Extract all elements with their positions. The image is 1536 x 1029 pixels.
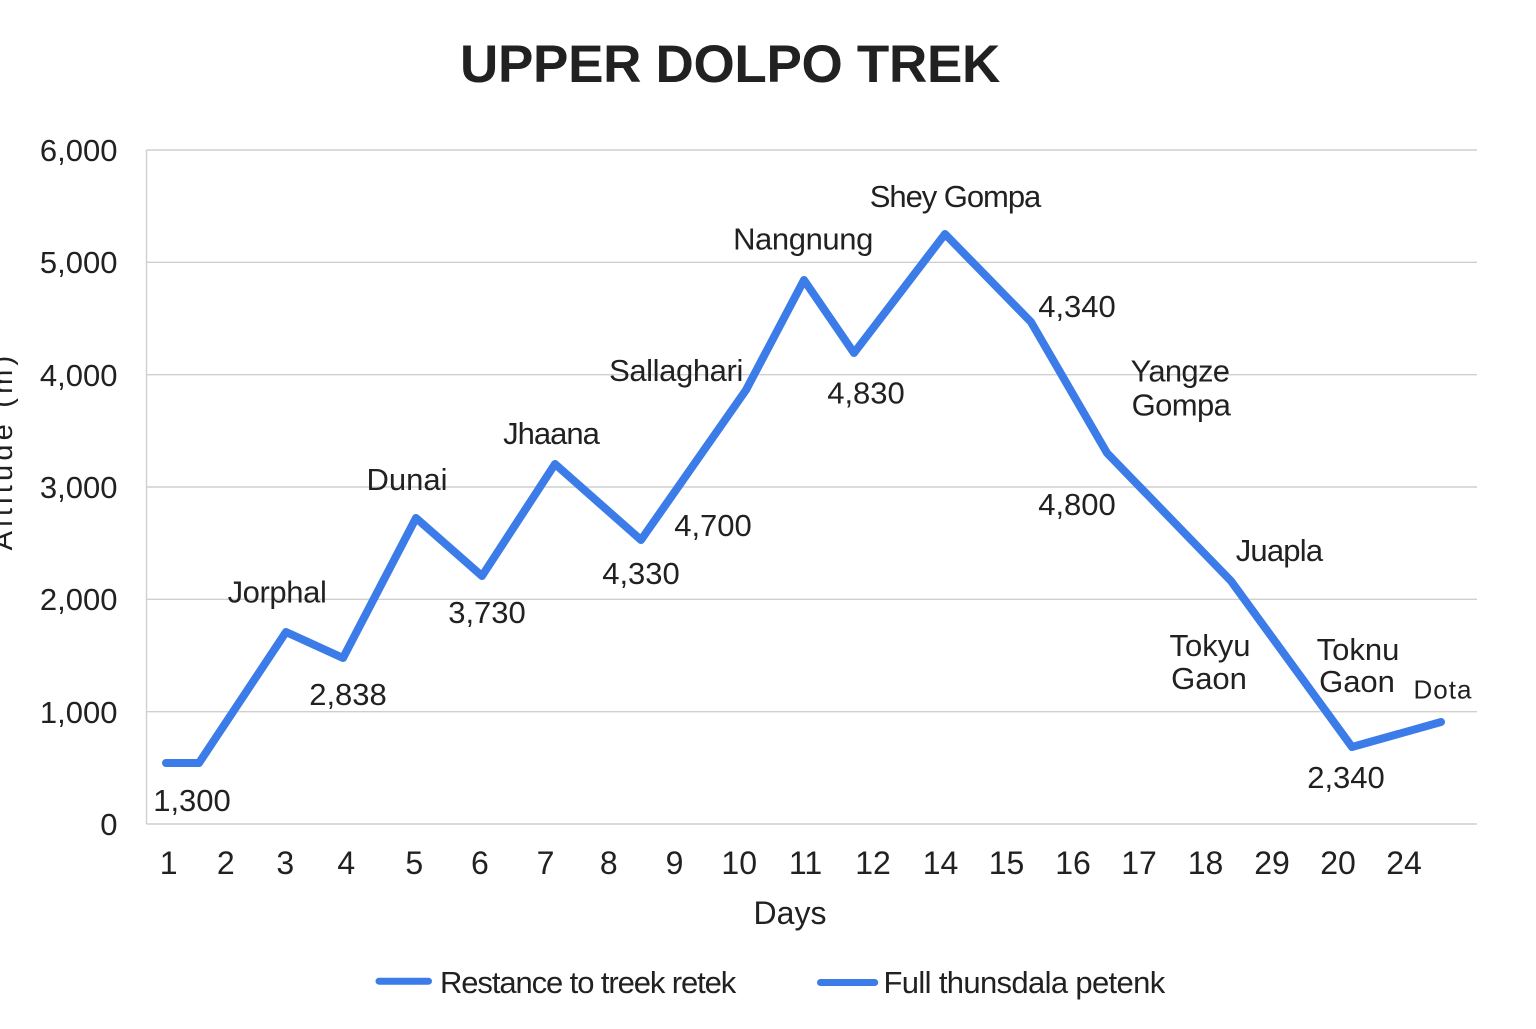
svg-text:6,000: 6,000 [40, 133, 118, 168]
svg-text:2,838: 2,838 [309, 677, 387, 712]
svg-text:2,000: 2,000 [40, 582, 118, 617]
svg-text:29: 29 [1254, 845, 1290, 881]
svg-text:Jhaana: Jhaana [503, 416, 600, 451]
svg-text:Dunai: Dunai [367, 462, 448, 497]
svg-text:Yangze: Yangze [1131, 354, 1230, 389]
svg-text:2,340: 2,340 [1307, 760, 1385, 795]
svg-text:15: 15 [989, 845, 1025, 881]
svg-text:Shey Gompa: Shey Gompa [870, 179, 1042, 214]
svg-text:7: 7 [537, 845, 555, 881]
svg-text:8: 8 [600, 845, 618, 881]
svg-text:4,330: 4,330 [602, 556, 680, 591]
svg-text:Gompa: Gompa [1132, 388, 1232, 423]
svg-text:Gaon: Gaon [1319, 664, 1395, 699]
svg-text:4,000: 4,000 [40, 358, 118, 393]
svg-text:Tokyu: Tokyu [1170, 628, 1251, 663]
svg-text:Days: Days [754, 895, 827, 931]
svg-text:5: 5 [405, 845, 423, 881]
svg-text:3,000: 3,000 [40, 470, 118, 505]
svg-text:4,340: 4,340 [1038, 289, 1116, 324]
svg-text:Altitude (m): Altitude (m) [0, 352, 19, 551]
svg-text:14: 14 [923, 845, 959, 881]
svg-text:Juapla: Juapla [1236, 533, 1324, 568]
svg-text:10: 10 [721, 845, 757, 881]
svg-text:20: 20 [1320, 845, 1356, 881]
svg-text:3: 3 [276, 845, 294, 881]
svg-text:Restance to treek retek: Restance to treek retek [440, 965, 737, 1000]
svg-text:16: 16 [1055, 845, 1091, 881]
svg-text:4,700: 4,700 [674, 508, 752, 543]
svg-text:9: 9 [666, 845, 684, 881]
svg-text:24: 24 [1386, 845, 1422, 881]
svg-text:Nangnung: Nangnung [733, 222, 873, 257]
svg-text:18: 18 [1188, 845, 1224, 881]
svg-text:6: 6 [471, 845, 489, 881]
svg-text:12: 12 [855, 845, 891, 881]
svg-text:Full thunsdala petenk: Full thunsdala petenk [884, 965, 1166, 1000]
svg-text:Gaon: Gaon [1171, 661, 1247, 696]
svg-text:4,830: 4,830 [827, 376, 905, 411]
svg-text:1,300: 1,300 [153, 783, 231, 818]
svg-text:17: 17 [1121, 845, 1157, 881]
svg-text:Dota: Dota [1414, 675, 1473, 705]
svg-text:5,000: 5,000 [40, 245, 118, 280]
svg-text:Sallaghari: Sallaghari [609, 353, 743, 388]
svg-text:2: 2 [217, 845, 235, 881]
svg-text:4,800: 4,800 [1038, 487, 1116, 522]
svg-text:Jorphal: Jorphal [228, 575, 327, 610]
svg-text:3,730: 3,730 [448, 595, 526, 630]
svg-text:UPPER DOLPO TREK: UPPER DOLPO TREK [460, 35, 1000, 94]
svg-text:1: 1 [160, 845, 178, 881]
svg-text:4: 4 [337, 845, 355, 881]
svg-text:0: 0 [100, 807, 117, 842]
svg-text:Toknu: Toknu [1317, 632, 1400, 667]
svg-text:11: 11 [789, 845, 822, 881]
svg-text:1,000: 1,000 [40, 695, 118, 730]
